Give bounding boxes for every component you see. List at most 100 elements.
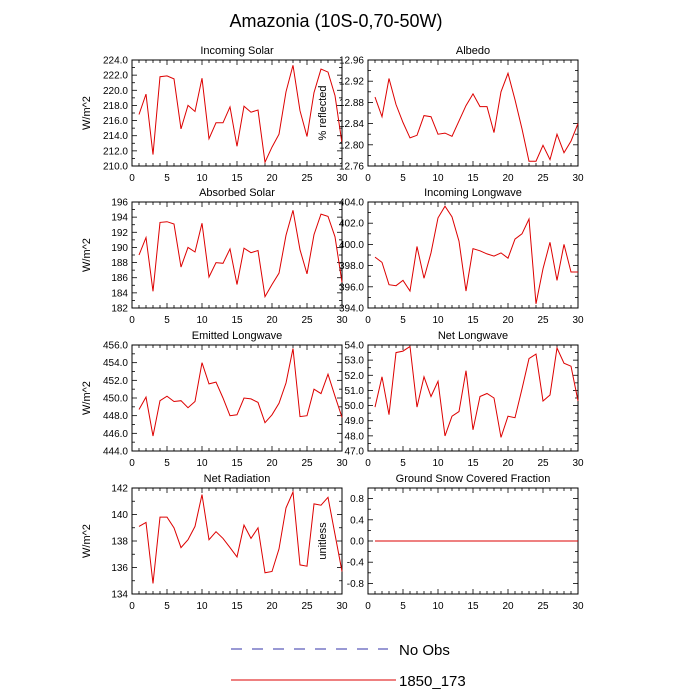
x-tick-label: 15	[467, 173, 479, 184]
y-tick-label: 12.88	[339, 98, 364, 109]
x-tick-label: 25	[537, 601, 549, 612]
x-tick-label: 30	[336, 315, 348, 326]
y-tick-label: 452.0	[103, 376, 128, 387]
x-tick-label: 0	[129, 173, 135, 184]
y-tick-label: 394.0	[339, 304, 364, 315]
x-tick-label: 5	[400, 601, 406, 612]
x-tick-label: 10	[196, 458, 208, 469]
x-tick-label: 25	[301, 458, 313, 469]
y-tick-label: 47.0	[345, 447, 365, 458]
y-tick-label: 210.0	[103, 162, 128, 173]
x-tick-label: 20	[266, 173, 278, 184]
x-tick-label: 0	[129, 315, 135, 326]
y-tick-label: 398.0	[339, 261, 364, 272]
panel-2: Absorbed Solar W/m^2 0 5 10 15 20 25 30 182 184 186…	[81, 187, 348, 326]
x-tick-label: 10	[196, 173, 208, 184]
x-tick-label: 20	[266, 601, 278, 612]
x-tick-label: 5	[400, 315, 406, 326]
y-axis-label: W/m^2	[81, 96, 93, 130]
x-tick-label: 25	[537, 315, 549, 326]
series-line-0	[138, 210, 343, 299]
y-tick-label: 192	[111, 228, 128, 239]
x-tick-label: 0	[365, 173, 371, 184]
y-tick-label: 220.0	[103, 86, 128, 97]
panel-title: Ground Snow Covered Fraction	[396, 473, 551, 485]
y-tick-label: 140	[111, 510, 128, 521]
series-line-0	[374, 71, 579, 162]
y-tick-label: 404.0	[339, 198, 364, 209]
panel-title: Incoming Longwave	[424, 187, 522, 199]
y-tick-label: 214.0	[103, 131, 128, 142]
panel-6: Net Radiation W/m^2 0 5 10 15 20 25 30 134 136 138 1…	[81, 473, 348, 612]
x-tick-label: 10	[432, 315, 444, 326]
y-tick-label: 54.0	[345, 341, 365, 352]
series-line-0	[374, 345, 579, 438]
x-tick-label: 5	[164, 173, 170, 184]
y-tick-label: 142	[111, 484, 128, 495]
y-tick-label: 0.4	[350, 515, 364, 526]
y-tick-label: 12.84	[339, 119, 364, 130]
series-line-0	[138, 65, 343, 164]
x-tick-label: 20	[502, 601, 514, 612]
x-tick-label: 20	[266, 458, 278, 469]
x-tick-label: 30	[336, 458, 348, 469]
y-tick-label: 48.0	[345, 431, 365, 442]
y-tick-label: 0.8	[350, 494, 364, 505]
y-tick-label: 136	[111, 563, 128, 574]
y-tick-label: 12.80	[339, 140, 364, 151]
y-tick-label: 396.0	[339, 282, 364, 293]
x-tick-label: 20	[266, 315, 278, 326]
series-line-0	[138, 490, 343, 584]
x-tick-label: 15	[231, 173, 243, 184]
y-tick-label: 188	[111, 258, 128, 269]
x-tick-label: 5	[164, 601, 170, 612]
x-tick-label: 30	[572, 458, 584, 469]
x-tick-label: 5	[400, 173, 406, 184]
y-tick-label: 0.0	[350, 537, 364, 548]
y-tick-label: 212.0	[103, 146, 128, 157]
y-tick-label: 12.96	[339, 56, 364, 67]
x-tick-label: 0	[129, 601, 135, 612]
legend: No Obs 1850_173	[231, 642, 466, 690]
y-tick-label: 53.0	[345, 356, 365, 367]
x-tick-label: 5	[164, 458, 170, 469]
x-tick-label: 10	[432, 173, 444, 184]
x-tick-label: 15	[231, 315, 243, 326]
x-tick-label: 15	[231, 458, 243, 469]
x-tick-label: 10	[196, 601, 208, 612]
panel-5: Net Longwave 0 5 10 15 20 25 30 47.0 48.0 49.0 50.0…	[345, 330, 584, 469]
panel-title: Albedo	[456, 45, 490, 57]
x-tick-label: 0	[129, 458, 135, 469]
panel-grid: Incoming Solar W/m^2 0 5 10 15 20 25 30 210.0 212.…	[81, 45, 584, 612]
x-tick-label: 15	[467, 601, 479, 612]
panel-4: Emitted Longwave W/m^2 0 5 10 15 20 25 30 444.0 44…	[81, 330, 348, 469]
x-tick-label: 0	[365, 458, 371, 469]
y-tick-label: 444.0	[103, 447, 128, 458]
x-tick-label: 0	[365, 315, 371, 326]
y-tick-label: 50.0	[345, 401, 365, 412]
y-tick-label: 216.0	[103, 116, 128, 127]
panel-title: Net Longwave	[438, 330, 508, 342]
x-tick-label: 30	[572, 601, 584, 612]
y-tick-label: 448.0	[103, 411, 128, 422]
panel-7: Ground Snow Covered Fraction unitless 0 5 10…	[317, 473, 584, 612]
panel-title: Net Radiation	[204, 473, 271, 485]
y-tick-label: 402.0	[339, 219, 364, 230]
panel-title: Incoming Solar	[200, 45, 274, 57]
y-tick-label: 218.0	[103, 101, 128, 112]
x-tick-label: 10	[432, 458, 444, 469]
y-axis-label: % reflected	[317, 85, 329, 140]
y-tick-label: 190	[111, 243, 128, 254]
y-tick-label: -0.4	[347, 558, 365, 569]
series-line-0	[374, 205, 578, 304]
y-axis-label: W/m^2	[81, 524, 93, 558]
x-tick-label: 25	[301, 315, 313, 326]
panel-0: Incoming Solar W/m^2 0 5 10 15 20 25 30 210.0 212.…	[81, 45, 348, 184]
legend-label-no-obs: No Obs	[399, 642, 450, 659]
y-tick-label: 446.0	[103, 429, 128, 440]
figure-title: Amazonia (10S-0,70-50W)	[229, 11, 442, 31]
y-axis-label: unitless	[317, 522, 329, 560]
y-tick-label: 49.0	[345, 416, 365, 427]
